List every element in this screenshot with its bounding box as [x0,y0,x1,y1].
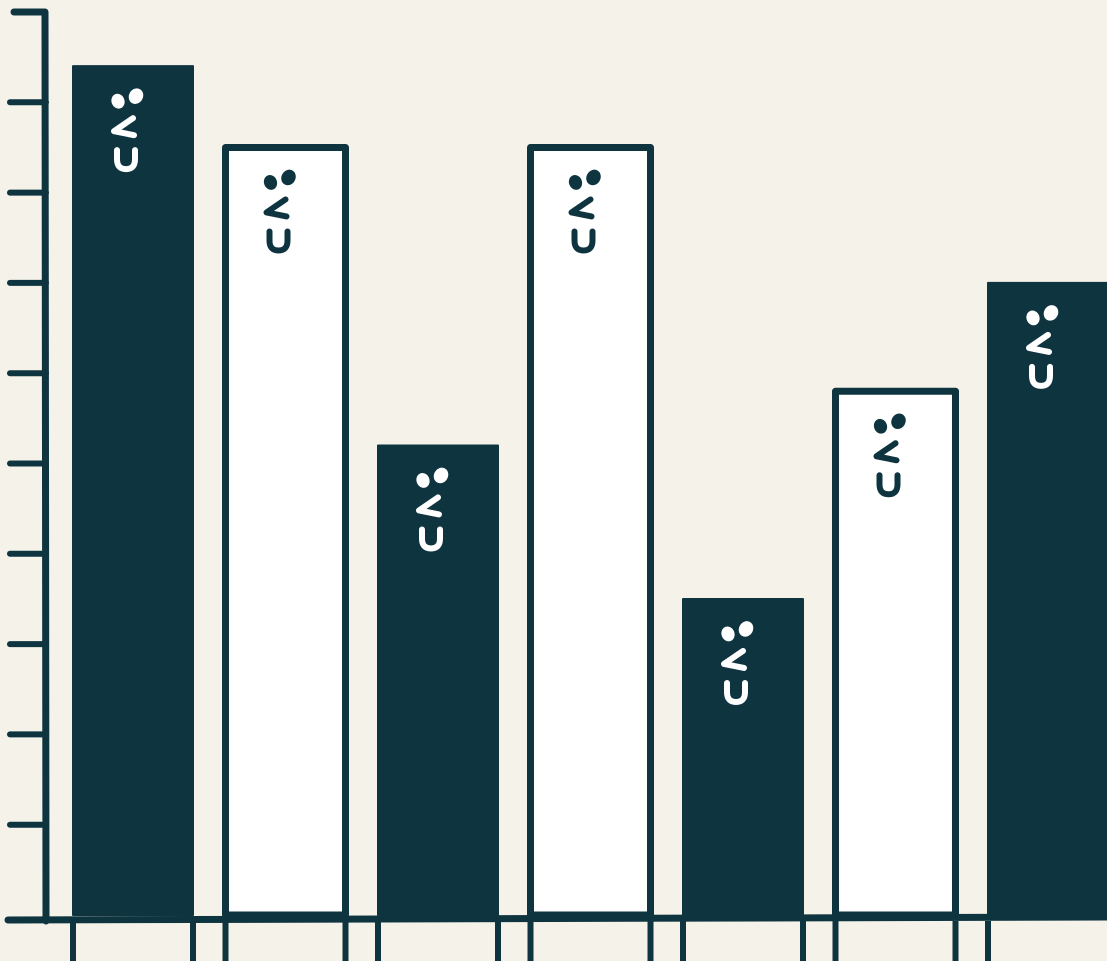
axes-layer [4,8,1107,961]
bar-group [987,281,1107,916]
smiley-face-icon [721,621,754,705]
bar [832,387,959,919]
y-axis-line [10,8,50,925]
bar [377,444,499,916]
smiley-face-icon [416,467,449,552]
bar-group [682,597,804,916]
bars-layer [72,65,1107,919]
x-axis-line [4,913,1107,924]
bar-group [222,143,349,919]
smiley-face-icon [263,169,296,254]
bar-group [72,65,194,917]
smiley-face-icon [111,88,144,173]
bar-group [377,444,499,916]
bar [222,143,349,919]
smiley-face-icon [873,413,906,498]
bar [987,281,1107,916]
bar [682,597,804,916]
smiley-face-icon [568,169,601,254]
bar [527,143,654,919]
bar-group [832,387,959,919]
smiley-face-icon [1026,305,1059,389]
bar-group [527,143,654,919]
bar [72,65,194,917]
